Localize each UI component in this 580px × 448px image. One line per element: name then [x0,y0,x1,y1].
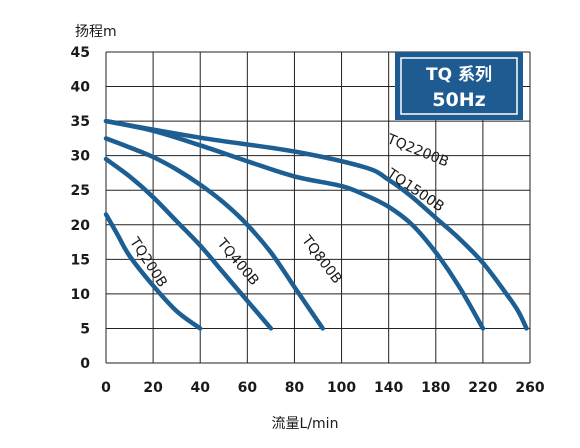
pump-curves [103,118,529,331]
x-tick-label: 100 [327,380,356,396]
y-tick-label: 25 [71,183,90,199]
x-tick-label: 60 [238,380,258,396]
curve-label-tq2200b: TQ2200B [384,131,451,170]
x-tick-label: 180 [421,380,450,396]
y-axis-title: 扬程m [75,24,117,40]
curve-tq400b [103,156,274,331]
y-tick-label: 40 [71,80,91,96]
x-tick-label: 20 [143,380,163,396]
y-tick-label: 20 [71,218,91,234]
y-tick-label: 30 [71,149,91,165]
y-tick-label: 45 [71,45,90,61]
badge-inner-border [400,57,518,115]
curve-tq200b [103,212,203,331]
badge-background [395,52,523,120]
badge-line-1: TQ 系列 [426,64,492,85]
x-tick-label: 40 [190,380,210,396]
curve-tq2200b [103,118,529,331]
y-tick-label: 35 [71,114,90,130]
y-tick-label: 10 [71,287,91,303]
y-tick-label: 0 [80,356,90,372]
x-tick-labels: 0 20 40 60 80 100 140 180 220 260 [101,380,545,396]
y-tick-labels: 0 5 10 15 20 25 30 35 40 45 [71,45,91,372]
badge-line-2: 50Hz [432,89,485,111]
curve-tq800b [103,136,325,331]
curve-label-tq400b: TQ400B [213,235,262,289]
x-tick-label: 260 [515,380,544,396]
x-tick-label: 0 [101,380,111,396]
y-tick-label: 5 [80,321,90,337]
x-axis-title: 流量L/min [272,416,339,432]
x-tick-label: 220 [468,380,497,396]
x-tick-label: 140 [374,380,403,396]
x-tick-label: 80 [285,380,305,396]
y-tick-label: 15 [71,252,90,268]
curve-tq1500b [103,118,486,331]
series-badge: TQ 系列 50Hz [395,52,523,120]
